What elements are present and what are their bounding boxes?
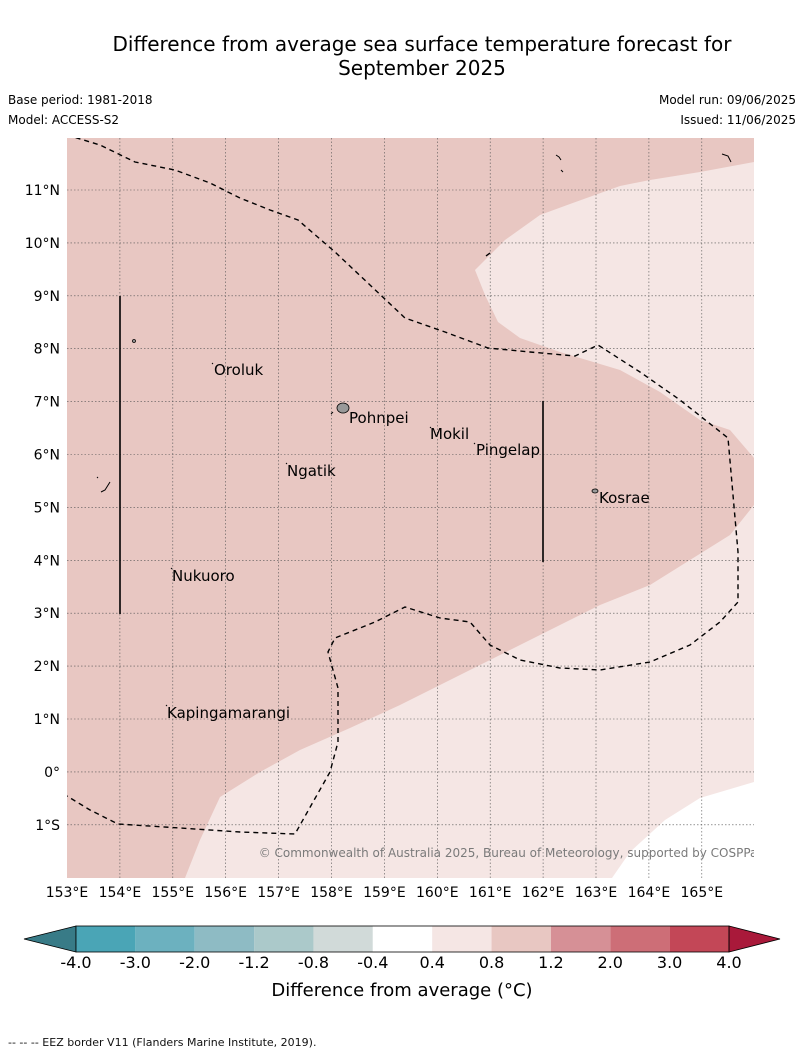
place-label-pohnpei: Pohnpei bbox=[349, 409, 409, 427]
title-line-1: Difference from average sea surface temp… bbox=[112, 32, 732, 56]
lon-label: 161°E bbox=[469, 885, 512, 901]
colorbar-extend-high bbox=[728, 925, 781, 953]
colorbar-tick-label: -1.2 bbox=[238, 953, 269, 972]
colorbar-segment bbox=[194, 926, 255, 952]
colorbar-segment bbox=[669, 926, 729, 952]
colorbar-segment bbox=[432, 926, 492, 952]
map-title: Difference from average sea surface temp… bbox=[40, 32, 804, 80]
lon-label: 163°E bbox=[575, 885, 618, 901]
lon-label: 158°E bbox=[310, 885, 353, 901]
map-area: Oroluk Pohnpei Mokil Pingelap Ngatik Kos… bbox=[67, 138, 764, 878]
lon-label: 160°E bbox=[416, 885, 459, 901]
anomaly-region-neutral bbox=[612, 782, 754, 878]
colorbar-tick-label: -0.4 bbox=[357, 953, 388, 972]
lon-label: 165°E bbox=[681, 885, 724, 901]
colorbar-tick-label: -0.8 bbox=[298, 953, 329, 972]
colorbar-segment bbox=[491, 926, 551, 952]
colorbar-ticks: -4.0 -3.0 -2.0 -1.2 -0.8 -0.4 0.4 0.8 1.2 2.0 3.0 4… bbox=[60, 953, 741, 972]
kosrae-island bbox=[591, 488, 599, 494]
colorbar-tick-label: 1.2 bbox=[538, 953, 563, 972]
colorbar-segment bbox=[610, 926, 670, 952]
colorbar-segment bbox=[372, 926, 433, 952]
lon-label: 157°E bbox=[257, 885, 300, 901]
lat-label: 10°N bbox=[25, 236, 60, 252]
lon-label: 153°E bbox=[46, 885, 89, 901]
lon-label: 154°E bbox=[99, 885, 142, 901]
lat-label: 1°S bbox=[35, 818, 60, 834]
colorbar-tick-label: -2.0 bbox=[179, 953, 210, 972]
anomaly-region-0.4-0.8-northeast bbox=[475, 162, 754, 458]
colorbar-segment bbox=[135, 926, 195, 952]
eez-border-north bbox=[67, 138, 739, 835]
lat-label: 6°N bbox=[34, 448, 60, 464]
eez-legend-footnote: -- -- -- EEZ border V11 (Flanders Marine… bbox=[8, 1036, 317, 1049]
lat-label: 5°N bbox=[34, 500, 60, 516]
colorbar-segment bbox=[550, 926, 611, 952]
eez-border-fragment bbox=[485, 252, 491, 257]
lat-label: 2°N bbox=[34, 659, 60, 675]
colorbar-tick-label: 0.8 bbox=[479, 953, 504, 972]
place-label-ngatik: Ngatik bbox=[287, 462, 336, 480]
model-run: Model run: 09/06/2025 bbox=[658, 93, 796, 107]
graticule bbox=[67, 138, 754, 878]
colorbar-extend-low bbox=[23, 925, 77, 953]
place-label-kapingamarangi: Kapingamarangi bbox=[167, 704, 290, 722]
colorbar-label: Difference from average (°C) bbox=[271, 980, 533, 1001]
lon-label: 155°E bbox=[152, 885, 195, 901]
longitude-labels: 153°E 154°E 155°E 156°E 157°E 158°E 159°E 160°E… bbox=[46, 885, 723, 901]
place-label-mokil: Mokil bbox=[430, 425, 469, 443]
eez-borders bbox=[67, 138, 739, 835]
lon-label: 156°E bbox=[204, 885, 247, 901]
colorbar-tick-label: 4.0 bbox=[716, 953, 741, 972]
colorbar-tick-label: 0.4 bbox=[419, 953, 444, 972]
colorbar-segment bbox=[76, 926, 136, 952]
copyright-notice: © Commonwealth of Australia 2025, Bureau… bbox=[259, 846, 764, 860]
lat-label: 0° bbox=[44, 765, 60, 781]
colorbar-frame bbox=[75, 925, 730, 953]
lat-label: 3°N bbox=[34, 606, 60, 622]
lat-label: 8°N bbox=[34, 342, 60, 358]
lon-label: 159°E bbox=[363, 885, 406, 901]
colorbar-tick-label: -3.0 bbox=[120, 953, 151, 972]
colorbar-tick-label: 3.0 bbox=[657, 953, 682, 972]
atoll-marks bbox=[96, 153, 732, 707]
base-period: Base period: 1981-2018 bbox=[8, 93, 153, 107]
lat-label: 4°N bbox=[34, 553, 60, 569]
colorbar bbox=[23, 925, 781, 953]
pohnpei-island bbox=[336, 402, 350, 414]
colorbar-tick-label: 2.0 bbox=[598, 953, 623, 972]
small-island-west bbox=[132, 339, 136, 343]
place-label-kosrae: Kosrae bbox=[599, 489, 650, 507]
lat-label: 11°N bbox=[25, 183, 60, 199]
place-label-pingelap: Pingelap bbox=[476, 441, 540, 459]
lat-label: 7°N bbox=[34, 395, 60, 411]
latitude-labels: 11°N 10°N 9°N 8°N 7°N 6°N 5°N 4°N 3°N 2°N 1°N 0° 1°S bbox=[25, 183, 60, 834]
title-line-2: September 2025 bbox=[338, 56, 506, 80]
colorbar-tick-label: -4.0 bbox=[60, 953, 91, 972]
anomaly-region-0.4-0.8-south bbox=[185, 505, 754, 878]
lon-label: 162°E bbox=[522, 885, 565, 901]
colorbar-segment bbox=[254, 926, 314, 952]
lat-label: 9°N bbox=[34, 289, 60, 305]
issued-date: Issued: 11/06/2025 bbox=[680, 113, 796, 127]
lon-label: 164°E bbox=[628, 885, 671, 901]
model-name: Model: ACCESS-S2 bbox=[8, 113, 120, 127]
place-label-nukuoro: Nukuoro bbox=[172, 567, 235, 585]
place-label-oroluk: Oroluk bbox=[214, 361, 263, 379]
colorbar-segment bbox=[313, 926, 373, 952]
islands bbox=[132, 339, 599, 494]
lat-label: 1°N bbox=[34, 712, 60, 728]
